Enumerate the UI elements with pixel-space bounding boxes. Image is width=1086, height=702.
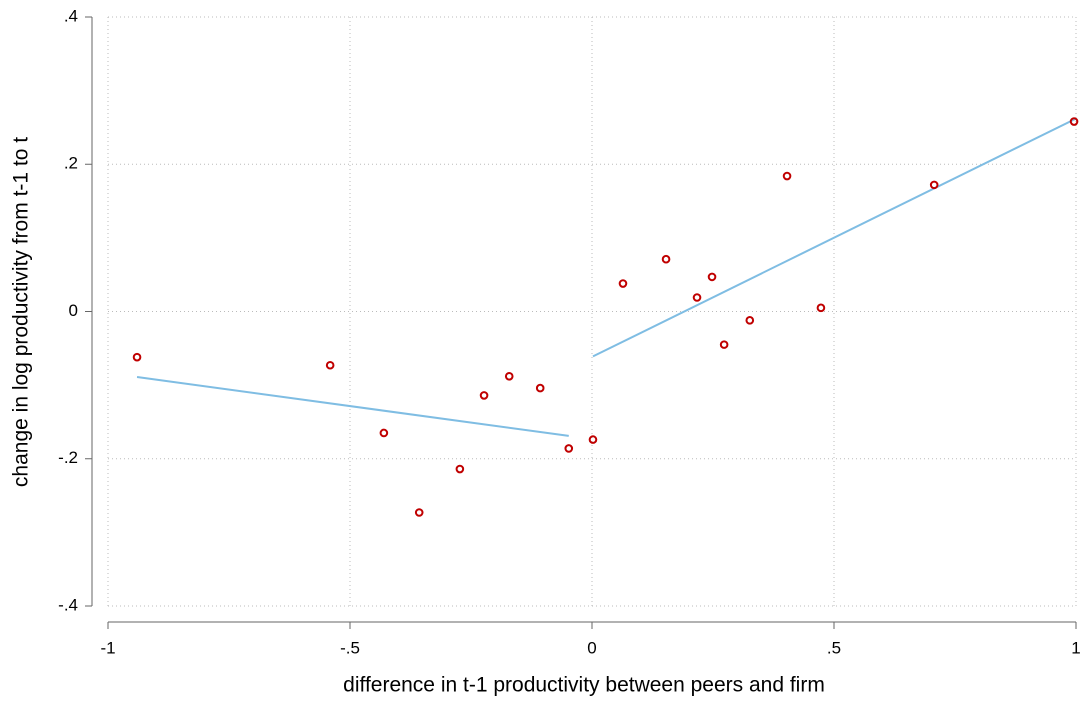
scatter-point (132, 352, 142, 362)
scatter-point (929, 180, 939, 190)
x-tick-label: 1 (1071, 638, 1080, 657)
x-tick-label: .5 (827, 638, 841, 657)
scatter-point (661, 254, 671, 264)
x-tick-label: -1 (100, 638, 115, 657)
scatter-point (479, 391, 489, 400)
x-tick-label: -.5 (340, 638, 360, 657)
scatter-point (455, 464, 465, 474)
scatter-point (618, 279, 628, 288)
scatter-point (379, 428, 389, 438)
y-tick-label: 0 (69, 301, 78, 320)
scatter-point (564, 444, 574, 453)
scatter-point (588, 435, 598, 444)
scatter-point (816, 303, 826, 313)
y-axis-title: change in log productivity from t-1 to t (10, 137, 33, 487)
x-tick-label: 0 (587, 638, 596, 657)
y-tick-label: .4 (64, 6, 78, 25)
y-tick-label: .2 (64, 154, 78, 173)
scatter-point (535, 383, 545, 393)
scatter-point (719, 340, 729, 349)
scatter-point (782, 171, 792, 181)
y-tick-label: -.4 (58, 595, 78, 614)
fit-line (592, 117, 1077, 358)
fit-line (136, 376, 569, 437)
scatter-point (504, 371, 514, 381)
x-axis-title: difference in t-1 productivity between p… (343, 674, 825, 697)
scatter-point (745, 316, 755, 325)
scatter-point (707, 272, 717, 282)
scatter-point (692, 293, 702, 302)
y-tick-label: -.2 (58, 448, 78, 467)
scatter-point (414, 508, 424, 517)
scatter-point (1069, 117, 1079, 126)
scatter-point (325, 360, 335, 370)
